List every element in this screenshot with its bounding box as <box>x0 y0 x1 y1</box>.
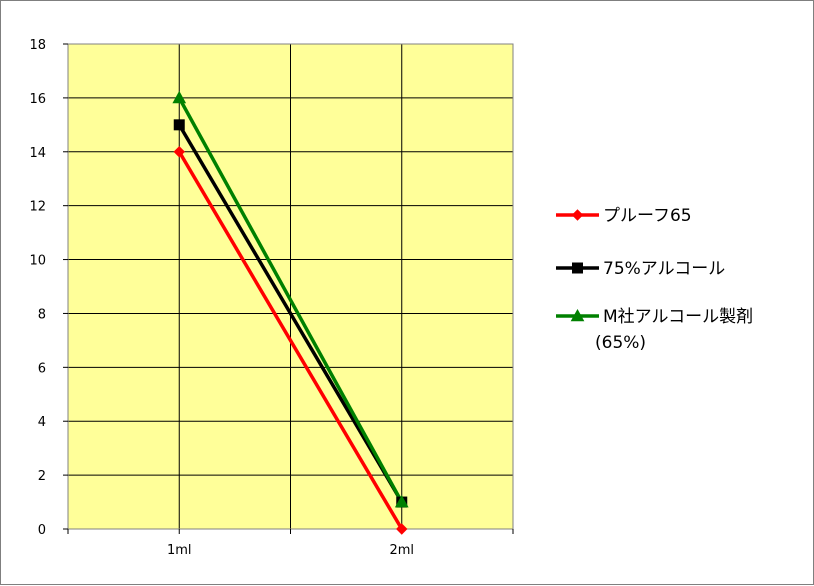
y-tick-label: 2 <box>38 469 46 484</box>
y-tick-label: 16 <box>29 92 46 107</box>
y-tick-label: 14 <box>29 146 46 161</box>
y-tick-label: 12 <box>29 200 46 215</box>
legend-marker-1 <box>571 209 584 221</box>
series-line-2 <box>177 123 404 503</box>
series-1-point <box>396 523 408 535</box>
y-tick-label: 0 <box>38 523 46 538</box>
y-tick-label: 6 <box>38 361 46 376</box>
legend-marker-2 <box>572 262 583 274</box>
x-tick-label: 1ml <box>167 543 192 558</box>
legend-label-3-line2: (65%) <box>595 333 646 353</box>
x-tick-label: 2ml <box>389 543 414 558</box>
series-line-1 <box>177 150 404 530</box>
series-3-point <box>172 90 187 104</box>
series-line-3 <box>177 97 404 503</box>
legend-label-2: 75%アルコール <box>603 259 725 279</box>
series-2-point <box>173 119 185 131</box>
y-tick-label: 10 <box>29 254 46 269</box>
y-tick-label: 8 <box>38 307 46 322</box>
series-1-point <box>173 146 185 158</box>
y-tick-label: 18 <box>29 38 46 53</box>
y-tick-label: 4 <box>38 415 46 430</box>
legend-label-1: プルーフ65 <box>603 206 692 226</box>
legend-marker-3 <box>570 308 585 322</box>
legend-label-3: M社アルコール製剤 <box>603 307 753 327</box>
series-3-point <box>394 495 409 508</box>
